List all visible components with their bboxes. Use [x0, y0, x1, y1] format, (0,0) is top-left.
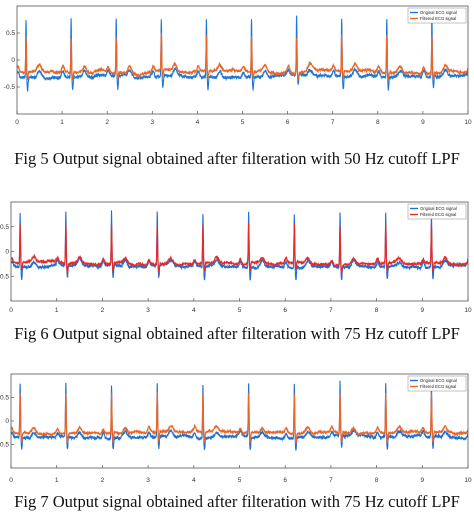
x-tick-label: 5: [238, 477, 242, 484]
x-tick-label: 4: [192, 477, 196, 484]
x-tick-label: 1: [60, 119, 64, 126]
ecg-chart-fig5: 0.5 0 -0.5 0 1 2 3 4 5 6 7 8 9 10 Original ECG signalF…: [4, 5, 472, 126]
y-tick-label: 0: [5, 249, 9, 256]
series-line-original: [17, 15, 468, 92]
x-tick-label: 3: [146, 307, 150, 314]
legend-label: Original ECG signal: [420, 206, 457, 211]
legend-label: Filtered ECG signal: [420, 16, 456, 21]
x-tick-label: 7: [329, 477, 333, 484]
x-tick-label: 1: [55, 477, 59, 484]
x-tick-label: 6: [283, 307, 287, 314]
plot-frame: [16, 5, 469, 115]
x-tick-label: 9: [421, 119, 425, 126]
x-tick-label: 3: [146, 477, 150, 484]
x-tick-label: 8: [375, 477, 379, 484]
x-tick-label: 0: [15, 119, 19, 126]
y-tick-label: 0: [11, 57, 15, 64]
series-line-filtered: [17, 32, 468, 82]
figure-caption-fig5: Fig 5 Output signal obtained after filte…: [14, 149, 460, 168]
y-tick-label: 0: [5, 418, 9, 425]
x-tick-label: 2: [105, 119, 109, 126]
x-tick-label: 4: [192, 307, 196, 314]
x-tick-label: 2: [101, 307, 105, 314]
legend-label: Original ECG signal: [420, 10, 457, 15]
y-tick-label: 0.5: [6, 30, 15, 37]
x-tick-label: 10: [464, 477, 472, 484]
y-tick-label: 0.5: [0, 395, 9, 402]
x-tick-label: 6: [286, 119, 290, 126]
series-line-filtered: [11, 391, 468, 445]
x-tick-label: 9: [420, 307, 424, 314]
x-tick-label: 10: [464, 307, 472, 314]
legend-label: Filtered ECG signal: [420, 384, 456, 389]
x-tick-label: 3: [150, 119, 154, 126]
x-tick-label: 7: [329, 307, 333, 314]
ecg-chart-fig6: 0.5 0 -0.5 0 1 2 3 4 5 6 7 8 9 10 Original ECG signalF…: [0, 201, 472, 314]
series-line-filtered: [11, 222, 468, 275]
x-tick-label: 8: [376, 119, 380, 126]
x-tick-label: 5: [241, 119, 245, 126]
legend-label: Original ECG signal: [420, 378, 457, 383]
x-tick-label: 6: [283, 477, 287, 484]
x-tick-label: 0: [9, 307, 13, 314]
x-tick-label: 0: [9, 477, 13, 484]
plot-frame: [10, 201, 469, 302]
x-tick-label: 5: [238, 307, 242, 314]
plot-frame: [10, 373, 469, 469]
ecg-chart-fig7: 0.5 0 -0.5 0 1 2 3 4 5 6 7 8 9 10 Original ECG signalF…: [0, 373, 472, 484]
figure-caption-fig7: Fig 7 Output signal obtained after filte…: [14, 492, 460, 511]
y-tick-label: -0.5: [4, 84, 16, 91]
y-tick-label: -0.5: [0, 273, 9, 280]
x-tick-label: 1: [55, 307, 59, 314]
legend-label: Filtered ECG signal: [420, 212, 456, 217]
series-line-original: [11, 380, 468, 451]
x-tick-label: 9: [420, 477, 424, 484]
x-tick-label: 7: [331, 119, 335, 126]
x-tick-label: 10: [464, 119, 472, 126]
x-tick-label: 8: [375, 307, 379, 314]
x-tick-label: 2: [101, 477, 105, 484]
figure-caption-fig6: Fig 6 Output signal obtained after filte…: [14, 324, 460, 343]
x-tick-label: 4: [196, 119, 200, 126]
y-tick-label: -0.5: [0, 442, 9, 449]
series-line-original: [11, 210, 468, 281]
y-tick-label: 0.5: [0, 224, 9, 231]
